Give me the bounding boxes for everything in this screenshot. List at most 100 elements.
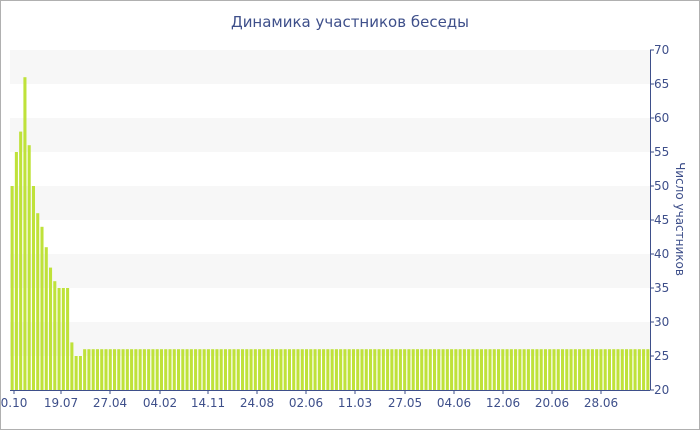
bar: [189, 349, 193, 390]
bar: [633, 349, 637, 390]
bar: [66, 288, 70, 390]
bar: [471, 349, 475, 390]
x-tick-label: 14.11: [191, 396, 225, 410]
y-tick-label: 50: [654, 179, 669, 193]
bar: [509, 349, 513, 390]
bar: [326, 349, 330, 390]
bar: [505, 349, 509, 390]
bar: [53, 281, 57, 390]
bar: [356, 349, 360, 390]
bar: [292, 349, 296, 390]
bar: [394, 349, 398, 390]
bar: [202, 349, 206, 390]
x-tick-label: 19.07: [44, 396, 78, 410]
bar: [445, 349, 449, 390]
bar: [49, 267, 53, 390]
bar: [479, 349, 483, 390]
bar: [266, 349, 270, 390]
x-tick-label: 27.04: [93, 396, 127, 410]
band: [10, 254, 650, 288]
bar: [620, 349, 624, 390]
bar: [296, 349, 300, 390]
bar: [44, 247, 48, 390]
bar: [373, 349, 377, 390]
x-tick-label: 11.03: [338, 396, 372, 410]
bar: [539, 349, 543, 390]
bar: [322, 349, 326, 390]
bar: [31, 186, 35, 390]
bar: [108, 349, 112, 390]
bar: [313, 349, 317, 390]
bar: [113, 349, 117, 390]
bar: [164, 349, 168, 390]
bar: [407, 349, 411, 390]
bar: [249, 349, 253, 390]
bar: [424, 349, 428, 390]
bar: [586, 349, 590, 390]
bar: [223, 349, 227, 390]
bar: [599, 349, 603, 390]
bar: [40, 226, 44, 390]
bar: [578, 349, 582, 390]
bar: [147, 349, 151, 390]
x-tick-label: 04.06: [437, 396, 471, 410]
y-tick-label: 55: [654, 145, 669, 159]
bar: [561, 349, 565, 390]
bar: [245, 349, 249, 390]
bar: [305, 349, 309, 390]
bar: [629, 349, 633, 390]
bar: [531, 349, 535, 390]
bar: [450, 349, 454, 390]
axes: [10, 49, 654, 394]
bar: [125, 349, 129, 390]
bar: [27, 145, 31, 390]
bar: [569, 349, 573, 390]
bar: [642, 349, 646, 390]
bar: [19, 131, 23, 390]
bar: [637, 349, 641, 390]
bar: [646, 349, 650, 390]
bar: [484, 349, 488, 390]
bar: [61, 288, 65, 390]
bar: [411, 349, 415, 390]
band: [10, 118, 650, 152]
bar: [603, 349, 607, 390]
bar: [347, 349, 351, 390]
bar: [130, 349, 134, 390]
bar: [403, 349, 407, 390]
bar: [497, 349, 501, 390]
bar: [386, 349, 390, 390]
bar: [441, 349, 445, 390]
bar: [343, 349, 347, 390]
bar: [300, 349, 304, 390]
bar: [535, 349, 539, 390]
bar: [582, 349, 586, 390]
bar: [360, 349, 364, 390]
bar: [83, 349, 87, 390]
bar: [501, 349, 505, 390]
bar: [78, 356, 82, 390]
bar: [364, 349, 368, 390]
bar: [181, 349, 185, 390]
bar: [198, 349, 202, 390]
bar: [134, 349, 138, 390]
bar: [518, 349, 522, 390]
bar: [270, 349, 274, 390]
bar: [117, 349, 121, 390]
chart-title: Динамика участников беседы: [230, 13, 470, 31]
bar: [100, 349, 104, 390]
bar: [607, 349, 611, 390]
background-bands: [10, 50, 650, 356]
y-tick-label: 30: [654, 315, 669, 329]
x-tick-label: 02.06: [289, 396, 323, 410]
x-tick-label: 27.05: [388, 396, 422, 410]
bar: [543, 349, 547, 390]
bar: [381, 349, 385, 390]
bar: [458, 349, 462, 390]
bar: [488, 349, 492, 390]
bar: [437, 349, 441, 390]
bar: [625, 349, 629, 390]
bar: [514, 349, 518, 390]
bar: [398, 349, 402, 390]
